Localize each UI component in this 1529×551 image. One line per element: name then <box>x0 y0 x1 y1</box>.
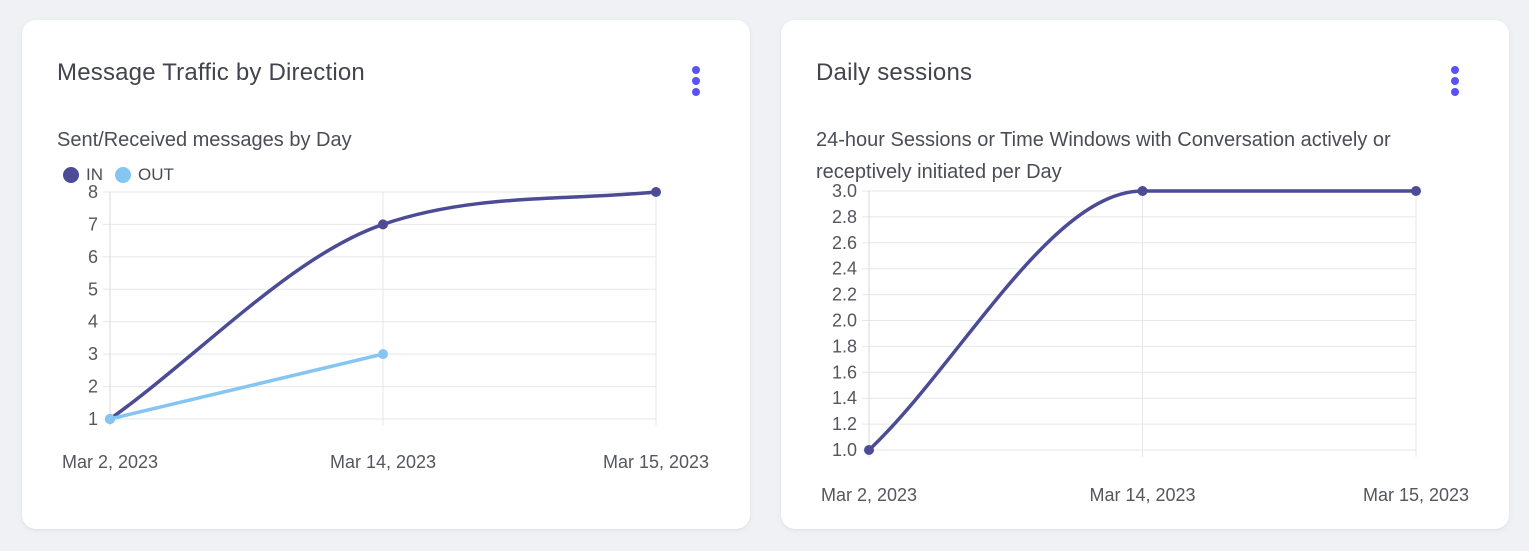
svg-text:7: 7 <box>88 214 98 234</box>
svg-text:6: 6 <box>88 247 98 267</box>
svg-text:1.8: 1.8 <box>832 336 857 356</box>
kebab-dot <box>692 66 700 74</box>
svg-text:3: 3 <box>88 344 98 364</box>
svg-text:Mar 15, 2023: Mar 15, 2023 <box>603 452 709 472</box>
legend-label-out: OUT <box>138 165 174 184</box>
svg-text:1.2: 1.2 <box>832 414 857 434</box>
svg-text:2.6: 2.6 <box>832 233 857 253</box>
card-header: Message Traffic by Direction <box>22 20 750 98</box>
card-message-traffic: Message Traffic by Direction Sent/Receiv… <box>22 20 750 529</box>
card-header: Daily sessions <box>781 20 1509 98</box>
svg-text:Mar 2, 2023: Mar 2, 2023 <box>821 485 917 505</box>
legend-label-in: IN <box>86 165 103 184</box>
svg-text:1.6: 1.6 <box>832 362 857 382</box>
card-title-daily-sessions: Daily sessions <box>816 59 973 86</box>
svg-text:Mar 14, 2023: Mar 14, 2023 <box>1089 485 1195 505</box>
kebab-dot <box>692 77 700 85</box>
chart-legend: IN OUT <box>63 165 750 185</box>
svg-text:2: 2 <box>88 377 98 397</box>
kebab-dot <box>692 88 700 96</box>
card-subtitle: Sent/Received messages by Day <box>57 129 352 151</box>
svg-text:5: 5 <box>88 279 98 299</box>
card-title-message-traffic: Message Traffic by Direction <box>57 59 365 86</box>
kebab-dot <box>1451 77 1459 85</box>
legend-item-out[interactable]: OUT <box>115 165 174 185</box>
svg-text:2.4: 2.4 <box>832 259 857 279</box>
legend-swatch-out <box>115 167 131 183</box>
kebab-menu-icon[interactable] <box>688 64 704 98</box>
svg-text:1: 1 <box>88 409 98 429</box>
legend-item-in[interactable]: IN <box>63 165 103 185</box>
kebab-dot <box>1451 66 1459 74</box>
svg-text:1.0: 1.0 <box>832 440 857 460</box>
svg-text:Mar 15, 2023: Mar 15, 2023 <box>1363 485 1469 505</box>
svg-text:Mar 14, 2023: Mar 14, 2023 <box>330 452 436 472</box>
card-daily-sessions: Daily sessions 24-hour Sessions or Time … <box>781 20 1509 529</box>
svg-text:2.0: 2.0 <box>832 311 857 331</box>
svg-text:2.2: 2.2 <box>832 285 857 305</box>
svg-text:4: 4 <box>88 312 98 332</box>
card-subtitle: 24-hour Sessions or Time Windows with Co… <box>816 129 1391 183</box>
legend-swatch-in <box>63 167 79 183</box>
kebab-menu-icon[interactable] <box>1447 64 1463 98</box>
svg-text:Mar 2, 2023: Mar 2, 2023 <box>62 452 158 472</box>
svg-text:1.4: 1.4 <box>832 388 857 408</box>
svg-text:2.8: 2.8 <box>832 207 857 227</box>
kebab-dot <box>1451 88 1459 96</box>
svg-text:8: 8 <box>88 182 98 202</box>
